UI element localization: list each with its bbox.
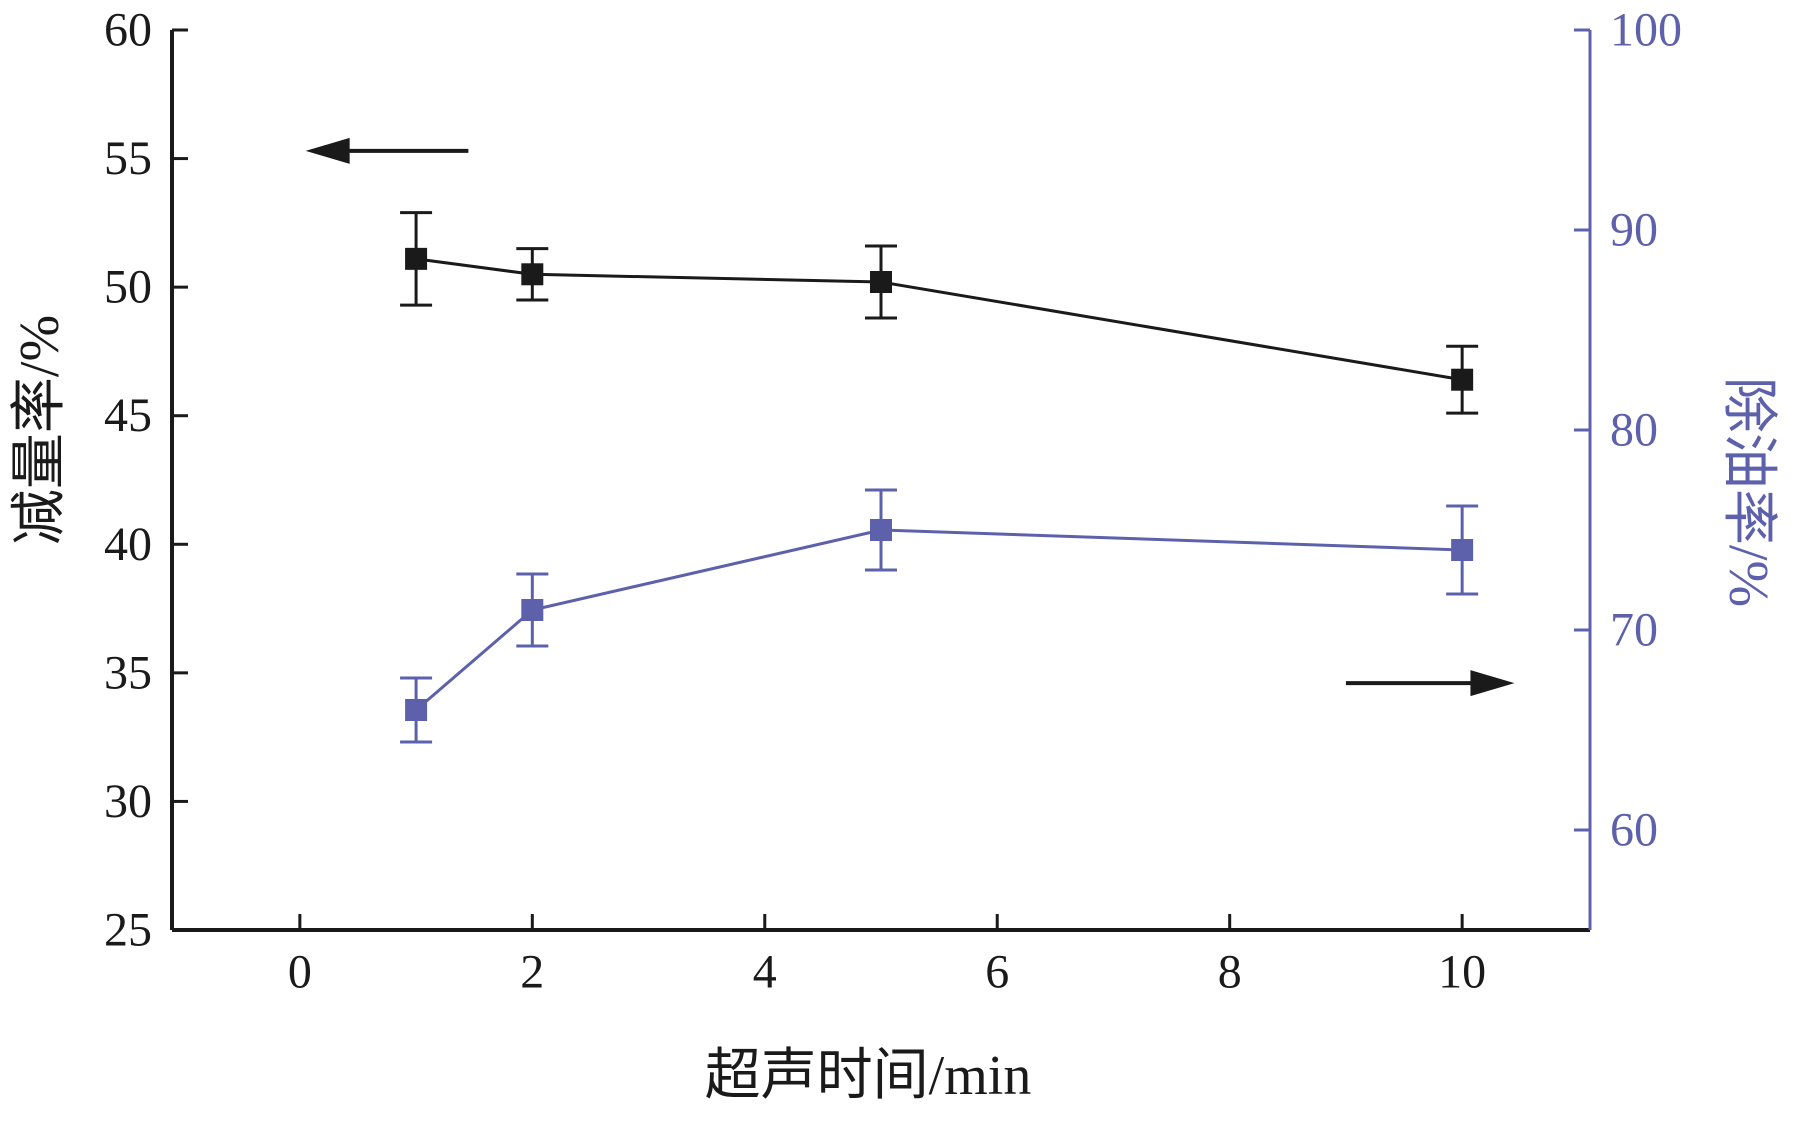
- arrow-head-right-icon: [1470, 670, 1515, 697]
- left-axis-tick-label: 25: [104, 904, 152, 957]
- left-axis-tick-label: 50: [104, 261, 152, 314]
- arrow-head-left-icon: [305, 137, 350, 164]
- data-point-marker: [521, 599, 544, 621]
- x-tick-label: 10: [1438, 946, 1486, 999]
- x-axis-title: 超声时间/min: [704, 1045, 1032, 1107]
- x-tick-label: 6: [985, 946, 1009, 999]
- right-axis-tick-label: 100: [1610, 4, 1682, 57]
- series-line: [415, 257, 1463, 382]
- series-right: [400, 488, 1479, 744]
- left-axis-title: 减量率/%: [9, 314, 71, 546]
- x-tick-label: 2: [520, 946, 544, 999]
- right-axis-arrow: [1345, 670, 1515, 697]
- left-axis-tick-label: 45: [104, 389, 152, 442]
- x-tick-label: 4: [753, 946, 777, 999]
- right-axis-tick-label: 60: [1610, 804, 1658, 857]
- right-axis-tick-label: 80: [1610, 404, 1658, 457]
- data-point-marker: [521, 263, 544, 286]
- right-axis-tick-label: 90: [1610, 204, 1658, 257]
- right-axis-tick-label: 70: [1610, 604, 1658, 657]
- data-point-marker: [1451, 539, 1474, 561]
- left-axis-tick-label: 55: [104, 132, 152, 185]
- left-axis-tick-label: 40: [104, 518, 152, 571]
- series-line: [415, 528, 1463, 712]
- left-axis-tick-label: 30: [104, 775, 152, 828]
- data-point-marker: [870, 271, 892, 293]
- data-point-marker: [1451, 368, 1474, 391]
- data-point-marker: [405, 699, 428, 721]
- right-axis-title: 除油率/%: [1717, 376, 1779, 608]
- data-point-marker: [870, 519, 892, 541]
- left-axis-tick-label: 35: [104, 646, 152, 699]
- x-tick-label: 8: [1218, 946, 1242, 999]
- left-axis-arrow: [305, 137, 469, 164]
- left-axis-tick-label: 60: [104, 4, 152, 57]
- data-point-marker: [405, 247, 428, 270]
- series-left: [400, 211, 1479, 415]
- x-tick-label: 0: [288, 946, 312, 999]
